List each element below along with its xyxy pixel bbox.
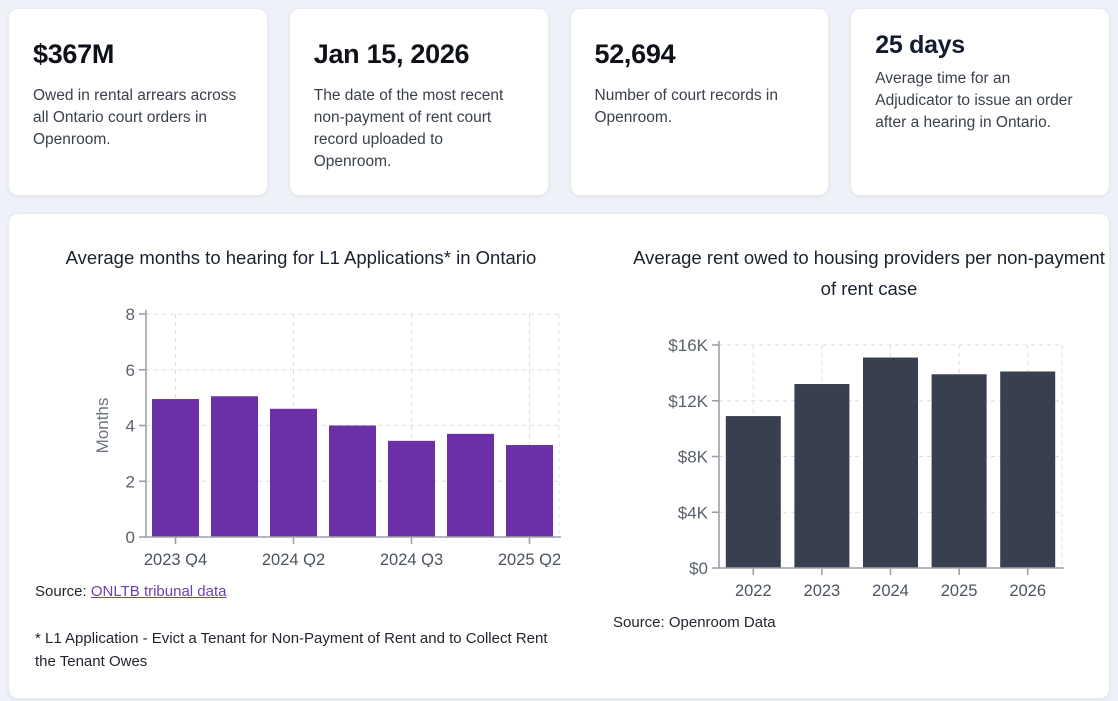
- onltb-data-link[interactable]: ONLTB tribunal data: [90, 583, 227, 601]
- y-tick-label: $16K: [668, 336, 708, 355]
- y-axis-label: Months: [93, 398, 112, 454]
- x-tick-label: 2025: [941, 582, 978, 598]
- bar: [447, 433, 494, 538]
- bar: [863, 357, 918, 569]
- charts-panel: Average months to hearing for L1 Applica…: [8, 213, 1110, 699]
- y-tick-label: 6: [126, 361, 135, 380]
- y-tick-label: 0: [126, 528, 135, 547]
- x-tick-label: 2025 Q2: [498, 551, 561, 567]
- stat-card-record-count: 52,694 Number of court records in Openro…: [569, 8, 830, 196]
- chart-title: Average months to hearing for L1 Applica…: [65, 247, 537, 268]
- bar: [725, 416, 781, 569]
- x-tick-label: 2023: [804, 582, 841, 598]
- rent-owed-bar-chart: $0 $4K $8K $12K $16K 2022 2023 2024 2025 2026: [668, 336, 1064, 598]
- x-tick-label: 2023 Q4: [144, 551, 207, 567]
- chart-title: Average rent owed to housing providers p…: [633, 247, 1105, 300]
- y-tick-label: $12K: [668, 392, 708, 411]
- bar: [931, 374, 987, 569]
- stat-card-arrears: $367M Owed in rental arrears across all …: [8, 8, 268, 196]
- stat-card-latest-record-date: Jan 15, 2026 The date of the most recent…: [288, 8, 549, 196]
- stat-description: Number of court records in Openroom.: [594, 87, 779, 126]
- months-to-hearing-bar-chart: 0 2 4 6 8 2023 Q4 2024 Q2 2024 Q3 2025 Q2 Months: [93, 305, 561, 567]
- stat-value: 25 days: [875, 31, 965, 59]
- y-tick-label: $8K: [678, 448, 709, 467]
- stats-row: $367M Owed in rental arrears across all …: [8, 8, 1110, 196]
- x-tick-label: 2024: [872, 582, 909, 598]
- x-tick-label: 2026: [1009, 582, 1046, 598]
- y-tick-label: 8: [126, 305, 135, 324]
- stat-description: Average time for an Adjudicator to issue…: [875, 70, 1073, 131]
- stat-value: $367M: [33, 39, 115, 69]
- y-tick-label: 4: [126, 417, 135, 436]
- l1-application-footnote: * L1 Application - Evict a Tenant for No…: [35, 630, 548, 671]
- y-tick-label: $4K: [678, 503, 709, 522]
- bar: [1000, 371, 1056, 569]
- bar: [794, 384, 850, 569]
- stat-description: Owed in rental arrears across all Ontari…: [33, 87, 237, 148]
- stat-description: The date of the most recent non-payment …: [313, 87, 504, 170]
- stat-value: Jan 15, 2026: [313, 39, 470, 69]
- bar: [506, 445, 553, 538]
- bar: [329, 425, 376, 538]
- left-source-line: Source: ONLTB tribunal data: [35, 583, 567, 600]
- stat-value: 52,694: [594, 39, 676, 69]
- chart-column-rent-owed: Average rent owed to housing providers p…: [609, 242, 1118, 698]
- chart-column-months-to-hearing: Average months to hearing for L1 Applica…: [31, 242, 571, 698]
- bar: [270, 408, 317, 538]
- bar: [388, 440, 435, 538]
- x-tick-label: 2024 Q2: [262, 551, 325, 567]
- y-tick-label: 2: [126, 472, 135, 491]
- x-tick-label: 2022: [735, 582, 772, 598]
- right-source-line: Source: Openroom Data: [613, 614, 776, 632]
- stat-card-order-days: 25 days Average time for an Adjudicator …: [850, 8, 1110, 196]
- bar: [211, 396, 258, 538]
- y-tick-label: $0: [689, 559, 708, 578]
- source-label: Source:: [35, 583, 87, 601]
- x-tick-label: 2024 Q3: [380, 551, 443, 567]
- bar: [152, 399, 199, 538]
